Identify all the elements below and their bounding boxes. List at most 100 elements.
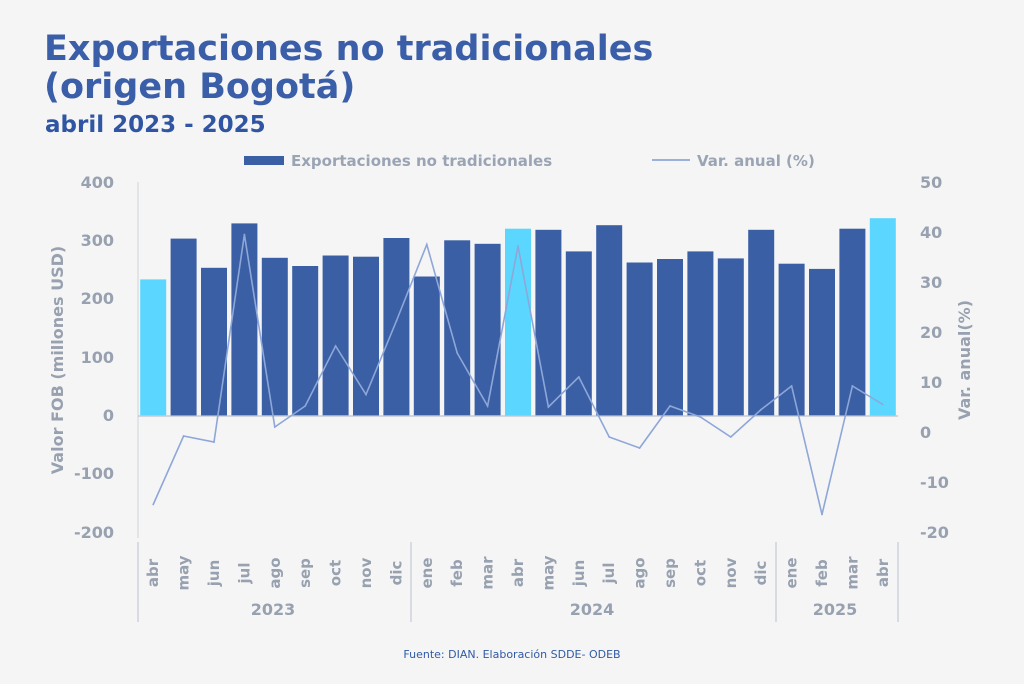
bar-14-jun [565,251,592,416]
month-label-3-jul: jul [235,563,253,585]
line-point-4-ago [273,426,276,428]
year-labels: 2023 2024 2025 [251,600,858,619]
month-label-6-oct: oct [327,560,345,586]
month-labels: abr may jun jul ago sep oct nov dic ene feb mar abr m… [144,555,892,590]
bar-19-nov [717,258,744,416]
bar-16-ago [626,262,653,416]
line-point-2-jun [213,441,215,443]
bar-4-ago [261,257,288,416]
month-label-12-abr: abr [509,558,527,587]
bar-22-feb [809,268,835,416]
right-tick-10: 10 [920,373,942,392]
year-label-2025: 2025 [813,600,858,619]
bar-24-abr [869,218,896,416]
line-point-9-ene [425,243,428,246]
right-tick-50: 50 [920,173,942,192]
month-label-24-abr: abr [874,558,892,587]
chart-title: Exportaciones no tradicionales (origen B… [44,29,654,107]
line-point-6-oct [334,345,337,347]
line-point-14-jun [577,376,580,378]
right-tick-20: 20 [920,323,942,342]
bar-8-dic [383,238,410,416]
bar-21-ene [778,263,805,416]
legend-line-label: Var. anual (%) [697,152,815,170]
month-label-1-may: may [175,555,193,590]
right-tick-minus-10: -10 [920,473,949,492]
left-tick-200: 200 [81,289,114,308]
source-note: Fuente: DIAN. Elaboración SDDE- ODEB [403,648,621,661]
month-label-19-nov: nov [722,557,740,588]
month-label-2-jun: jun [205,560,223,588]
right-axis-ticks: 50 40 30 20 10 0 -10 -20 [920,173,949,542]
month-label-9-ene: ene [418,557,436,588]
line-point-21-ene [790,385,793,387]
bar-9-ene [413,276,440,416]
left-tick-0: 0 [103,406,114,425]
month-label-4-ago: ago [266,557,284,588]
year-label-2024: 2024 [570,600,615,619]
month-label-18-oct: oct [691,560,709,586]
left-tick-100: 100 [81,348,114,367]
chart-legend: Exportaciones no tradicionales Var. anua… [244,152,815,170]
month-label-0-abr: abr [144,558,162,587]
line-point-11-mar [486,405,489,407]
line-point-5-sep [304,405,307,407]
month-label-10-feb: feb [448,559,466,587]
left-tick-300: 300 [81,231,114,250]
line-point-18-oct [699,416,702,418]
bar-23-mar [839,228,866,416]
month-label-14-jun: jun [570,560,588,588]
bars-layer [140,218,896,416]
month-label-5-sep: sep [296,558,314,588]
bar-15-jul [596,225,623,416]
month-label-7-nov: nov [357,557,375,588]
bar-13-may [535,229,562,416]
year-label-2023: 2023 [251,600,296,619]
month-label-20-dic: dic [752,561,770,586]
right-axis-title: Var. anual(%) [955,300,974,420]
month-label-13-may: may [539,555,557,590]
month-label-23-mar: mar [843,556,861,590]
month-label-15-jul: jul [600,563,618,585]
line-point-17-sep [669,405,671,407]
line-point-3-jul [243,233,246,236]
bar-0-abr [140,279,167,416]
left-tick-400: 400 [81,173,114,192]
line-point-20-dic [760,408,763,411]
line-point-15-jul [608,436,611,438]
bar-20-dic [748,229,775,416]
line-point-16-ago [638,447,641,449]
month-label-11-mar: mar [479,556,497,590]
bar-6-oct [322,255,349,416]
line-point-19-nov [729,436,732,438]
line-point-23-mar [851,385,854,387]
left-tick-minus-100: -100 [74,464,114,483]
right-tick-30: 30 [920,273,942,292]
bar-2-jun [201,267,227,416]
left-axis-ticks: 400 300 200 100 0 -100 -200 [74,173,114,542]
line-point-7-nov [365,393,367,396]
bar-12-abr [505,228,531,416]
bar-17-sep [657,259,683,416]
legend-bars-label: Exportaciones no tradicionales [291,152,552,170]
line-point-1-may [182,435,185,437]
axes [137,182,899,622]
bar-5-sep [292,266,319,416]
bar-10-feb [444,240,471,416]
bar-1-may [170,238,197,416]
right-tick-0: 0 [920,423,931,442]
month-label-21-ene: ene [783,557,801,588]
left-axis-title: Valor FOB (millones USD) [48,246,67,474]
line-points-layer [152,233,884,516]
line-point-10-feb [456,352,459,354]
bar-11-mar [474,243,501,416]
month-label-22-feb: feb [813,559,831,587]
legend-bar-swatch [244,156,284,165]
month-label-8-dic: dic [387,561,405,586]
line-point-8-dic [395,320,398,322]
bar-18-oct [687,251,714,416]
line-point-0-abr [152,503,155,506]
bar-3-jul [231,223,258,416]
line-point-13-may [547,406,550,408]
